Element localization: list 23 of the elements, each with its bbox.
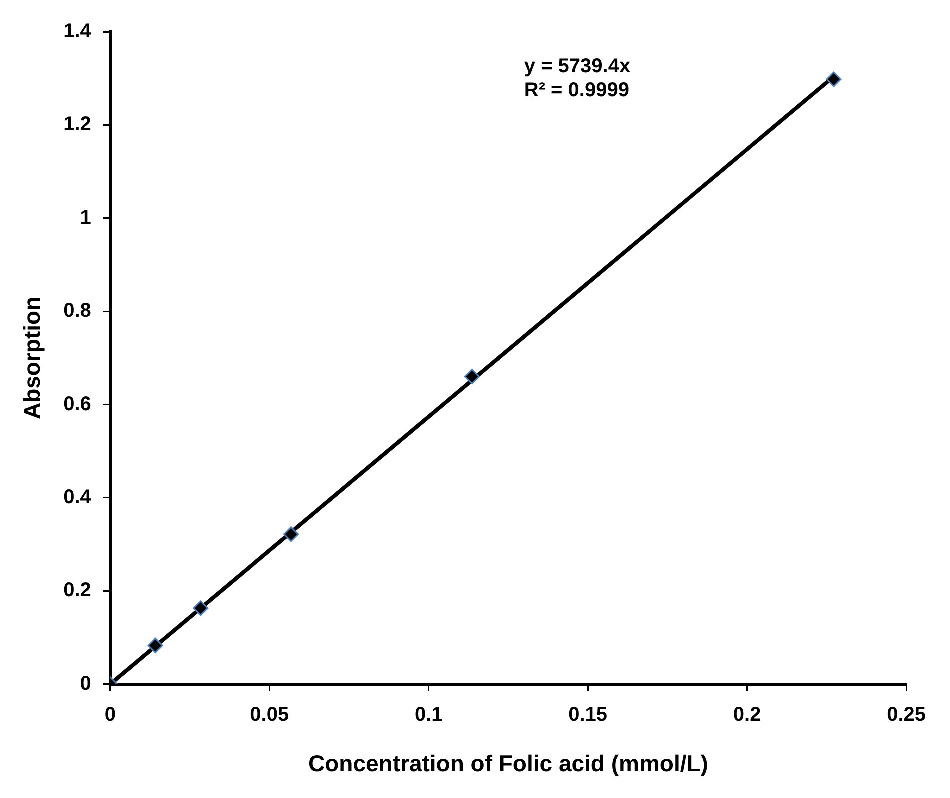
y-tick-label: 1.2 [64, 114, 92, 136]
x-tick-label: 0.1 [414, 704, 443, 726]
annotation: R² = 0.9999 [524, 80, 630, 102]
y-tick-label: 1.4 [64, 20, 92, 43]
x-tick-label: 0.05 [250, 704, 290, 726]
annotation: y = 5739.4x [524, 56, 631, 78]
x-axis-title: Concentration of Folic acid (mmol/L) [308, 750, 708, 777]
x-tick-label: 0 [104, 704, 116, 726]
point [193, 600, 209, 616]
point [284, 526, 300, 542]
y-axis-title: Absorption [19, 296, 46, 420]
y-tick-label: 1 [80, 206, 92, 229]
x-tick-label: 0.25 [887, 704, 926, 726]
point [464, 369, 480, 385]
y-tick-label: 0.8 [64, 300, 92, 322]
y-tick-label: 0.4 [64, 486, 92, 509]
x-tick-label: 0.15 [568, 704, 608, 726]
y-tick-label: 0.2 [64, 580, 92, 602]
y-tick-label: 0.6 [64, 393, 92, 416]
x-tick-label: 0.2 [733, 704, 762, 726]
point [148, 638, 164, 654]
point [826, 72, 842, 88]
y-tick-label: 0 [80, 672, 92, 695]
